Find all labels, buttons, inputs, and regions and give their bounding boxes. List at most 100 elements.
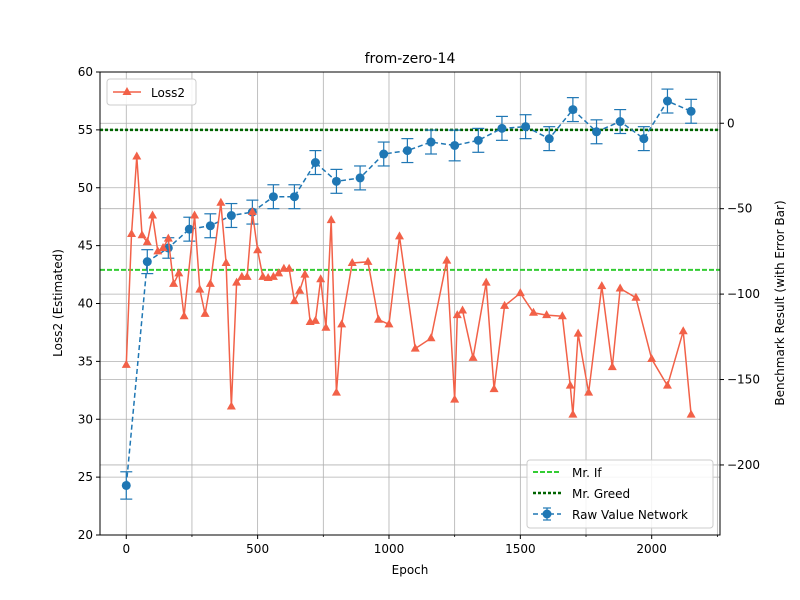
loss-point [565,380,575,389]
loss-point [542,310,552,319]
loss-point [195,284,205,293]
left-y-axis-ticks: 20 25 30 35 40 45 50 55 60 [78,65,100,542]
loss-point [253,245,263,254]
loss-point [148,210,158,219]
loss-point [153,246,163,255]
loss-point [169,278,179,287]
left-y-tick-label: 30 [78,412,93,426]
loss-point [458,305,468,314]
left-y-tick-label: 60 [78,65,93,79]
right-y-tick-label: −200 [727,458,760,472]
loss-point [347,257,357,266]
legend-benchmark-box [526,459,714,529]
loss-point [295,285,305,294]
left-y-tick-label: 45 [78,239,93,253]
benchmark-point [426,137,436,147]
benchmark-point [686,106,696,116]
loss-point [127,229,137,238]
legend-raw-value-marker [542,509,552,519]
loss-point [190,210,200,219]
loss-point [584,387,594,396]
x-axis-ticks: 0 500 1000 1500 2000 [122,535,718,556]
x-tick-label: 0 [122,542,130,556]
loss-point [216,197,226,206]
legend-benchmark: Mr. If Mr. Greed Raw Value Network [526,459,714,529]
benchmark-point [289,192,299,202]
benchmark-point [450,140,460,150]
loss-point [568,409,578,418]
loss-point [442,255,452,264]
legend-mr-greed-label: Mr. Greed [572,487,630,501]
benchmark-point [310,158,320,168]
left-y-tick-label: 55 [78,123,93,137]
loss-point [247,207,257,216]
reference-lines [100,128,720,271]
left-y-tick-label: 40 [78,297,93,311]
x-axis-label: Epoch [392,563,429,577]
loss-point [452,310,462,319]
loss-point [163,233,173,242]
benchmark-point [331,176,341,186]
loss-point [468,352,478,361]
loss-point [489,384,499,393]
loss-point [310,315,320,324]
benchmark-point [402,146,412,156]
legend-loss-box [106,78,197,106]
loss-point [481,277,491,286]
x-tick-label: 500 [246,542,269,556]
loss-point [500,300,510,309]
loss-point [337,319,347,328]
loss-point [607,362,617,371]
benchmark-series [120,88,698,500]
loss-point [515,288,525,297]
loss-point [363,256,373,265]
benchmark-point [226,211,236,221]
left-y-tick-label: 20 [78,528,93,542]
benchmark-point [473,135,483,145]
loss-point [232,277,242,286]
loss-point [158,242,168,251]
loss-point [284,263,294,272]
legend-loss-label: Loss2 [151,86,185,100]
benchmark-point [662,96,672,106]
loss-point [174,268,184,277]
legend-mr-if-label: Mr. If [572,466,602,480]
loss-point [426,333,436,342]
loss-point [132,151,142,160]
benchmark-line [125,100,692,486]
loss-point [226,401,236,410]
loss-point [631,292,641,301]
legend-loss-marker [122,87,132,95]
loss-point [557,311,567,320]
benchmark-point [544,134,554,144]
loss-point [326,215,336,224]
right-y-tick-label: 0 [727,116,735,130]
left-y-tick-label: 35 [78,354,93,368]
loss-point [615,283,625,292]
loss-point [597,281,607,290]
benchmark-point [121,480,131,490]
benchmark-point [268,192,278,202]
loss-point [179,311,189,320]
loss-point [200,308,210,317]
loss-point [321,322,331,331]
loss-point [258,271,268,280]
loss-point [289,296,299,305]
benchmark-point [184,224,194,234]
benchmark-point [142,257,152,267]
right-y-tick-label: −50 [727,202,752,216]
benchmark-point [521,122,531,132]
right-y-tick-label: −100 [727,287,760,301]
benchmark-point [379,149,389,159]
left-y-tick-label: 50 [78,181,93,195]
benchmark-point [205,221,215,231]
loss-point [528,307,538,316]
benchmark-point [615,117,625,127]
loss-point [221,257,231,266]
legend-loss: Loss2 [106,78,197,106]
loss-point [647,354,657,363]
loss-point [384,319,394,328]
loss-point [274,268,284,277]
benchmark-point [497,123,507,133]
